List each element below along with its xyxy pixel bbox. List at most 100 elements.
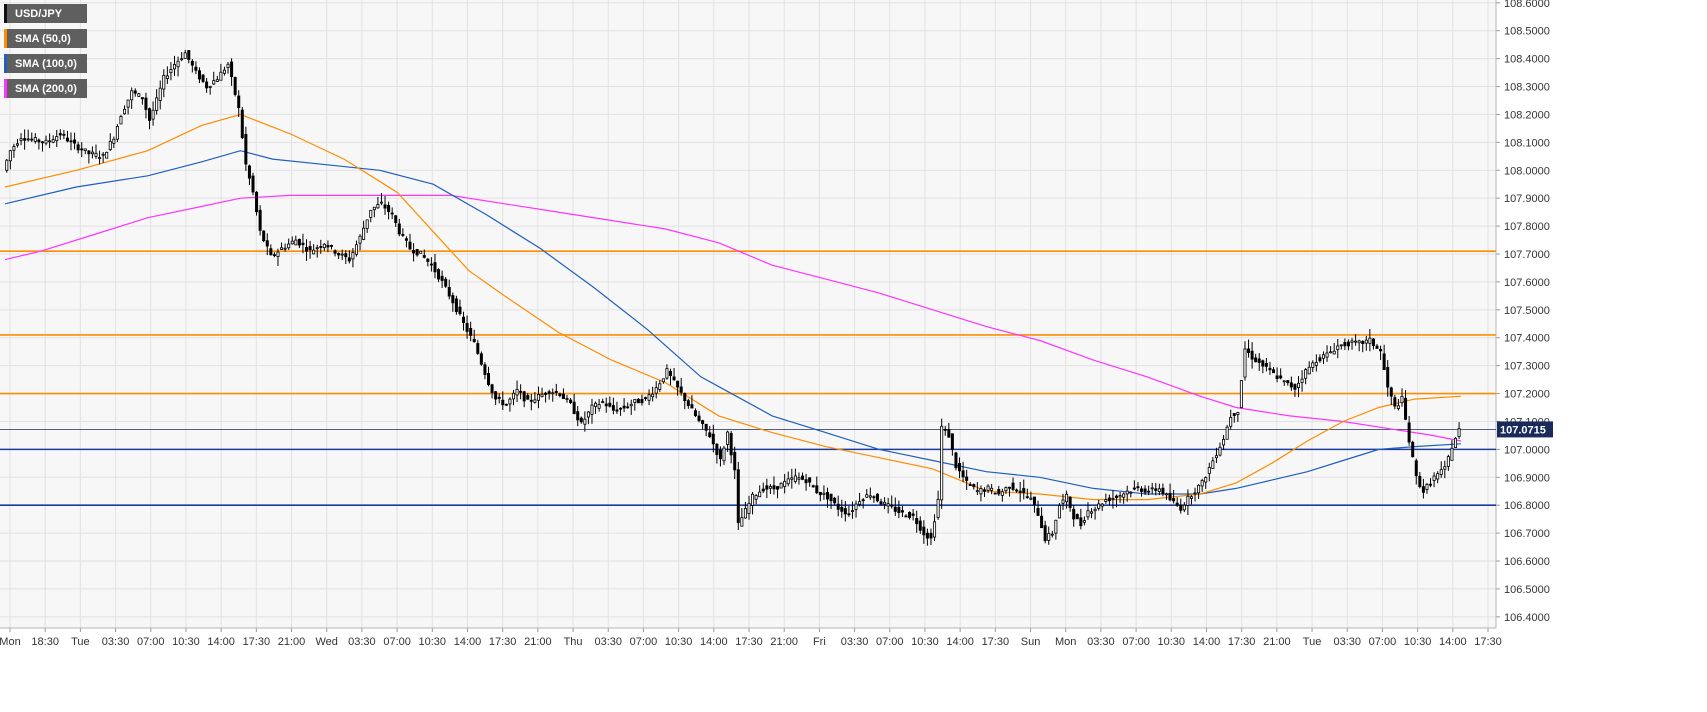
legend-sma-100[interactable]: SMA (100,0) bbox=[4, 54, 87, 73]
candle-body bbox=[1211, 460, 1215, 469]
candle-body bbox=[1186, 495, 1190, 506]
candle-body bbox=[540, 393, 544, 397]
candle-body bbox=[861, 499, 865, 502]
y-tick-label: 107.3000 bbox=[1504, 361, 1550, 373]
candle-body bbox=[1343, 341, 1347, 347]
x-tick-label: 03:30 bbox=[841, 636, 869, 648]
candle-body bbox=[90, 151, 94, 155]
candle-body bbox=[1386, 367, 1390, 388]
x-tick-label: 14:00 bbox=[454, 636, 482, 648]
candle-body bbox=[854, 503, 858, 510]
candle-body bbox=[255, 191, 259, 213]
sma-100-line bbox=[4, 150, 1461, 495]
candle-body bbox=[422, 255, 426, 258]
candle-body bbox=[476, 343, 480, 354]
candle-body bbox=[729, 433, 733, 456]
candle-body bbox=[1411, 441, 1415, 458]
candle-body bbox=[379, 201, 383, 204]
candle-body bbox=[1043, 525, 1047, 542]
candle-body bbox=[1404, 397, 1408, 420]
candle-body bbox=[979, 488, 983, 495]
candle-body bbox=[1304, 369, 1308, 379]
candle-body bbox=[326, 244, 330, 248]
candle-body bbox=[879, 501, 883, 505]
candle-body bbox=[779, 482, 783, 489]
candle-body bbox=[601, 401, 605, 403]
candle-body bbox=[55, 136, 59, 142]
candle-body bbox=[190, 60, 194, 66]
candle-body bbox=[294, 239, 298, 246]
candle-body bbox=[1161, 487, 1165, 494]
y-tick-label: 106.7000 bbox=[1504, 528, 1550, 540]
candle-body bbox=[822, 492, 826, 495]
x-tick-label: Wed bbox=[316, 636, 338, 648]
candle-body bbox=[783, 480, 787, 487]
candle-body bbox=[233, 76, 237, 95]
candle-body bbox=[419, 250, 423, 254]
candle-body bbox=[376, 204, 380, 209]
x-tick-label: 17:30 bbox=[982, 636, 1010, 648]
candle-body bbox=[340, 253, 344, 256]
candle-body bbox=[740, 517, 744, 527]
candle-body bbox=[726, 431, 730, 445]
y-axis-area bbox=[1496, 0, 1707, 712]
candle-body bbox=[1421, 486, 1425, 493]
candle-body bbox=[1207, 467, 1211, 474]
x-tick-label: Sun bbox=[1021, 636, 1041, 648]
candle-body bbox=[875, 493, 879, 502]
candle-body bbox=[1050, 533, 1054, 536]
candle-body bbox=[811, 485, 815, 488]
candle-body bbox=[515, 388, 519, 396]
sma-50-line bbox=[4, 113, 1461, 501]
candle-body bbox=[404, 238, 408, 241]
candle-body bbox=[508, 398, 512, 405]
candle-body bbox=[947, 429, 951, 438]
candle-body bbox=[950, 433, 954, 450]
x-tick-label: 10:30 bbox=[419, 636, 447, 648]
x-tick-label: 17:30 bbox=[489, 636, 517, 648]
candle-body bbox=[1264, 362, 1268, 367]
candle-body bbox=[112, 138, 116, 144]
candle-body bbox=[1236, 412, 1240, 415]
candle-body bbox=[1086, 510, 1090, 518]
candle-body bbox=[30, 138, 34, 141]
current-price-label: 107.0715 bbox=[1500, 424, 1546, 436]
candle-body bbox=[1300, 378, 1304, 383]
legend-sma-200[interactable]: SMA (200,0) bbox=[4, 79, 87, 98]
candle-body bbox=[1007, 486, 1011, 489]
candle-body bbox=[804, 479, 808, 484]
legend-label: SMA (200,0) bbox=[15, 82, 77, 95]
y-tick-label: 107.2000 bbox=[1504, 389, 1550, 401]
candle-body bbox=[1168, 492, 1172, 501]
candle-body bbox=[672, 376, 676, 381]
current-price-tag bbox=[1497, 421, 1553, 438]
legend-symbol[interactable]: USD/JPY bbox=[4, 4, 87, 23]
candle-body bbox=[105, 151, 109, 159]
x-tick-label: 03:30 bbox=[102, 636, 130, 648]
candle-body bbox=[1414, 460, 1418, 477]
legend-sma-50[interactable]: SMA (50,0) bbox=[4, 29, 87, 48]
x-tick-label: 17:30 bbox=[243, 636, 271, 648]
y-tick-label: 106.5000 bbox=[1504, 584, 1550, 596]
candle-body bbox=[993, 492, 997, 495]
candle-body bbox=[12, 146, 16, 151]
candle-body bbox=[1332, 350, 1336, 355]
plot-area bbox=[0, 0, 1496, 628]
candle-body bbox=[661, 378, 665, 383]
candle-body bbox=[151, 109, 155, 120]
candle-body bbox=[362, 227, 366, 240]
candle-body bbox=[1272, 369, 1276, 374]
candle-body bbox=[1189, 496, 1193, 499]
candle-body bbox=[583, 418, 587, 425]
candle-body bbox=[272, 254, 276, 257]
candle-body bbox=[244, 134, 248, 165]
candle-body bbox=[372, 206, 376, 211]
y-tick-label: 107.6000 bbox=[1504, 277, 1550, 289]
candle-body bbox=[579, 417, 583, 423]
candle-body bbox=[501, 399, 505, 406]
candle-body bbox=[1182, 504, 1186, 511]
candle-body bbox=[1296, 382, 1301, 389]
x-tick-label: 17:30 bbox=[735, 636, 763, 648]
candle-body bbox=[354, 244, 358, 255]
